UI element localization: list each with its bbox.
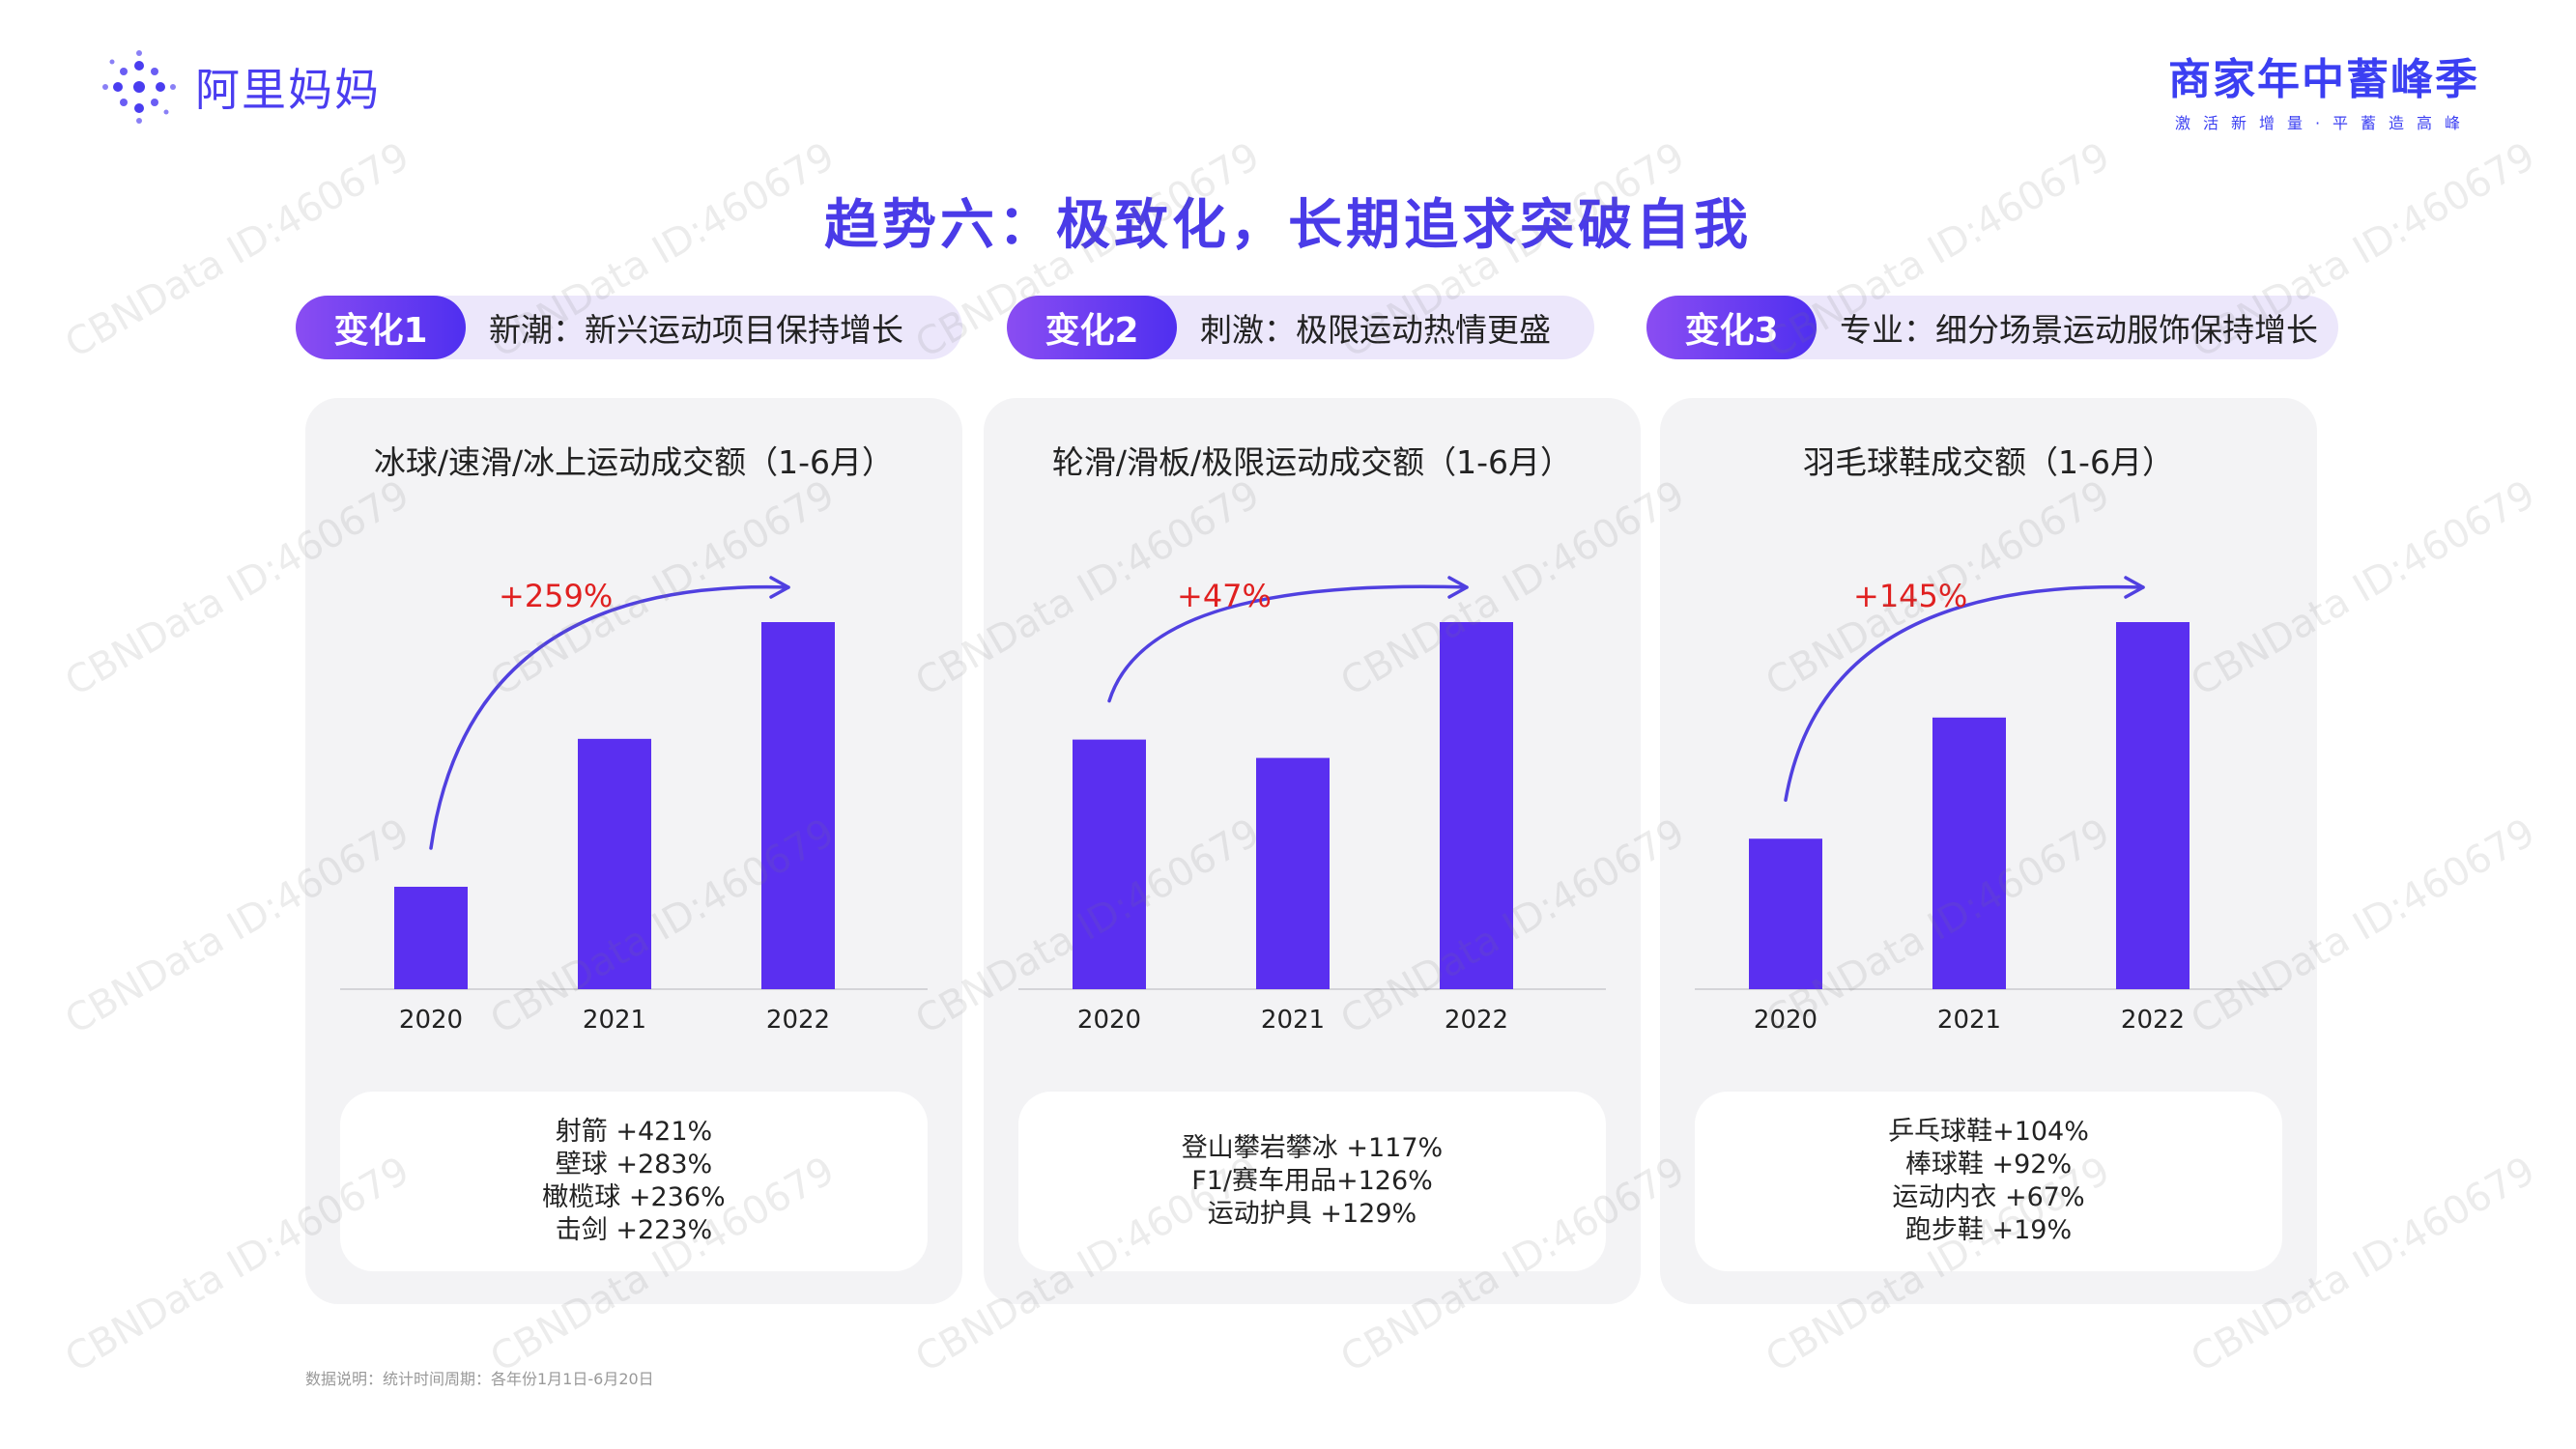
growth-arrow bbox=[1107, 584, 1469, 703]
bar-2020 bbox=[1749, 838, 1822, 989]
growth-label: +259% bbox=[499, 578, 613, 614]
chart-card-2: 轮滑/滑板/极限运动成交额（1-6月） 2020 2021 2022 +47% 登山攀… bbox=[984, 398, 1641, 1304]
x-tick-label: 2020 bbox=[1077, 1006, 1141, 1035]
bar-2022 bbox=[1440, 622, 1513, 989]
change-tag-3: 变化3 bbox=[1646, 296, 1817, 359]
change-text-2: 刺激：极限运动热情更盛 bbox=[1200, 311, 1551, 349]
x-tick-label: 2021 bbox=[583, 1006, 646, 1035]
bar-chart-2: 2020 2021 2022 +47% bbox=[1018, 576, 1606, 1035]
growth-arrow-head bbox=[1447, 576, 1469, 599]
chart-card-1: 冰球/速滑/冰上运动成交额（1-6月） 2020 2021 2022 +259% 射箭… bbox=[305, 398, 962, 1304]
note-line: 棒球鞋 +92% bbox=[1904, 1150, 2073, 1179]
bar-2021 bbox=[1932, 717, 2006, 989]
x-tick-label: 2020 bbox=[399, 1006, 463, 1035]
note-line: 跑步鞋 +19% bbox=[1904, 1215, 2073, 1245]
x-tick-label: 2022 bbox=[766, 1006, 830, 1035]
change-tag-1: 变化1 bbox=[296, 296, 466, 359]
bar-2022 bbox=[761, 622, 835, 989]
note-line: 击剑 +223% bbox=[555, 1215, 713, 1245]
bar-2022 bbox=[2116, 622, 2190, 989]
note-line: 橄榄球 +236% bbox=[542, 1182, 726, 1212]
bar-2021 bbox=[1256, 757, 1330, 989]
change-pill-1: 变化1 新潮：新兴运动项目保持增长 bbox=[296, 296, 962, 359]
change-text-3: 专业：细分场景运动服饰保持增长 bbox=[1840, 311, 2318, 349]
x-tick-label: 2021 bbox=[1261, 1006, 1325, 1035]
campaign-brand: 商家年中蓄峰季 激活新增量·平蓄造高峰 bbox=[2168, 44, 2479, 133]
change-pill-3: 变化3 专业：细分场景运动服饰保持增长 bbox=[1646, 296, 2338, 359]
growth-label: +47% bbox=[1177, 578, 1272, 614]
chart-title-3: 羽毛球鞋成交额（1-6月） bbox=[1803, 443, 2174, 481]
footnote: 数据说明：统计时间周期：各年份1月1日-6月20日 bbox=[305, 1370, 654, 1388]
alimama-logo-icon bbox=[102, 50, 176, 124]
notes-box-3: 乒乓球鞋+104% 棒球鞋 +92% 运动内衣 +67% 跑步鞋 +19% bbox=[1695, 1092, 2282, 1271]
growth-arrow-head bbox=[2124, 576, 2145, 599]
note-line: 壁球 +283% bbox=[555, 1150, 713, 1179]
x-tick-label: 2020 bbox=[1754, 1006, 1818, 1035]
bar-chart-1: 2020 2021 2022 +259% bbox=[340, 576, 928, 1035]
growth-label: +145% bbox=[1853, 578, 1967, 614]
brand-subtitle: 激活新增量·平蓄造高峰 bbox=[2174, 114, 2474, 132]
bar-chart-3: 2020 2021 2022 +145% bbox=[1695, 576, 2282, 1035]
x-tick-label: 2022 bbox=[1445, 1006, 1508, 1035]
note-line: F1/赛车用品+126% bbox=[1191, 1166, 1433, 1196]
chart-title-1: 冰球/速滑/冰上运动成交额（1-6月） bbox=[373, 443, 895, 481]
notes-box-1: 射箭 +421% 壁球 +283% 橄榄球 +236% 击剑 +223% bbox=[340, 1092, 928, 1271]
note-line: 乒乓球鞋+104% bbox=[1888, 1117, 2089, 1147]
bar-2021 bbox=[578, 738, 651, 989]
growth-arrow-head bbox=[769, 576, 790, 599]
growth-arrow bbox=[429, 584, 790, 850]
brand-title: 商家年中蓄峰季 bbox=[2168, 55, 2479, 104]
change-text-1: 新潮：新兴运动项目保持增长 bbox=[489, 311, 903, 349]
change-tag-2: 变化2 bbox=[1007, 296, 1177, 359]
growth-arrow bbox=[1784, 584, 2145, 802]
notes-box-2: 登山攀岩攀冰 +117% F1/赛车用品+126% 运动护具 +129% bbox=[1018, 1092, 1606, 1271]
note-line: 运动护具 +129% bbox=[1207, 1199, 1417, 1229]
chart-title-2: 轮滑/滑板/极限运动成交额（1-6月） bbox=[1051, 443, 1573, 481]
note-line: 射箭 +421% bbox=[555, 1117, 713, 1147]
bar-2020 bbox=[394, 886, 468, 989]
logo-text: 阿里妈妈 bbox=[195, 64, 381, 116]
page-title: 趋势六：极致化，长期追求突破自我 bbox=[824, 194, 1752, 257]
note-line: 运动内衣 +67% bbox=[1892, 1182, 2085, 1212]
change-pill-2: 变化2 刺激：极限运动热情更盛 bbox=[1007, 296, 1594, 359]
x-tick-label: 2022 bbox=[2121, 1006, 2185, 1035]
chart-card-3: 羽毛球鞋成交额（1-6月） 2020 2021 2022 +145% 乒乓球鞋+104… bbox=[1660, 398, 2317, 1304]
note-line: 登山攀岩攀冰 +117% bbox=[1181, 1133, 1444, 1163]
x-tick-label: 2021 bbox=[1937, 1006, 2001, 1035]
alimama-logo: 阿里妈妈 bbox=[100, 48, 381, 126]
bar-2020 bbox=[1073, 739, 1146, 989]
